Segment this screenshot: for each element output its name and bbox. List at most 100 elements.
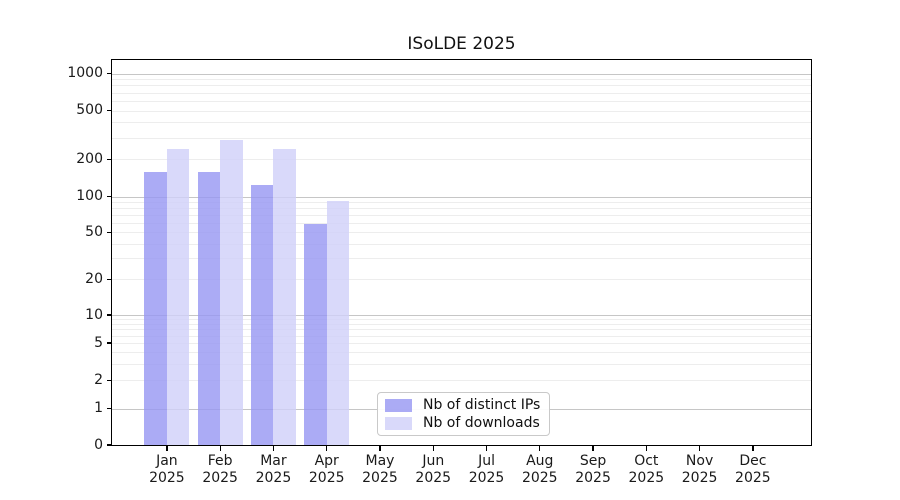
x-tick-month: Jan xyxy=(156,453,178,469)
x-tick-year: 2025 xyxy=(468,469,505,486)
y-tick-mark xyxy=(106,314,112,316)
x-tick-month: Dec xyxy=(739,453,767,469)
gridline-minor xyxy=(112,352,811,354)
x-tick-year: 2025 xyxy=(735,469,771,486)
gridline-minor xyxy=(112,110,811,112)
x-tick-month: Jun xyxy=(422,453,445,469)
x-tick-label: Feb 2025 xyxy=(190,453,250,486)
x-tick-month: Aug xyxy=(526,453,554,469)
gridline-minor xyxy=(112,214,811,216)
x-tick-year: 2025 xyxy=(681,469,718,486)
x-tick-mark xyxy=(645,446,647,451)
gridline-minor xyxy=(112,122,811,124)
y-tick-mark xyxy=(106,195,112,198)
gridline-minor xyxy=(112,335,811,337)
x-tick-label: Dec 2025 xyxy=(723,453,783,486)
gridline-minor xyxy=(112,137,811,139)
x-tick-label: Mar 2025 xyxy=(243,453,303,486)
legend-label-distinct-ips: Nb of distinct IPs xyxy=(423,397,541,413)
y-tick-label: 20 xyxy=(85,270,103,287)
x-tick-label: Apr 2025 xyxy=(297,453,357,486)
x-tick-year: 2025 xyxy=(255,469,292,486)
y-tick-mark xyxy=(106,342,112,344)
y-tick-label: 5 xyxy=(94,334,103,351)
legend-item-distinct-ips: Nb of distinct IPs xyxy=(385,396,540,414)
gridline-major xyxy=(112,196,811,198)
x-tick-mark xyxy=(698,446,701,451)
gridline-minor xyxy=(112,201,811,203)
gridline-minor xyxy=(112,380,811,382)
x-tick-mark xyxy=(166,446,168,451)
x-tick-month: Feb xyxy=(207,453,233,469)
y-tick-mark xyxy=(106,444,112,446)
y-tick-mark xyxy=(106,109,112,112)
legend-swatch-distinct-ips xyxy=(385,398,412,412)
gridline-minor xyxy=(112,159,811,161)
y-tick-mark xyxy=(106,278,112,280)
gridline-minor xyxy=(112,207,811,209)
legend-swatch-downloads xyxy=(385,416,412,430)
y-tick-label: 500 xyxy=(76,102,103,119)
x-tick-month: Apr xyxy=(314,453,339,469)
gridline-minor xyxy=(112,258,811,260)
x-tick-year: 2025 xyxy=(521,469,558,486)
legend-label-downloads: Nb of downloads xyxy=(423,415,540,431)
legend: Nb of distinct IPs Nb of downloads xyxy=(377,392,551,436)
y-tick-mark xyxy=(106,72,112,75)
x-tick-label: Aug 2025 xyxy=(510,453,570,486)
y-tick-mark xyxy=(106,379,112,381)
x-tick-mark xyxy=(752,446,754,451)
x-tick-mark xyxy=(272,446,275,451)
legend-item-downloads: Nb of downloads xyxy=(385,414,540,432)
bar-downloads xyxy=(220,139,243,445)
bar-distinct-ips xyxy=(250,184,274,445)
x-tick-label: Jul 2025 xyxy=(457,453,517,486)
y-tick-label: 200 xyxy=(76,150,103,167)
chart-title: ISoLDE 2025 xyxy=(407,34,516,54)
x-tick-label: May 2025 xyxy=(350,453,410,486)
gridline-minor xyxy=(112,343,811,345)
y-tick-label: 100 xyxy=(76,188,103,204)
gridline-minor xyxy=(112,100,811,102)
gridline-minor xyxy=(112,79,811,81)
y-tick-label: 50 xyxy=(85,223,103,240)
x-tick-label: Nov 2025 xyxy=(670,453,730,486)
y-tick-mark xyxy=(106,231,112,233)
y-tick-label: 1000 xyxy=(67,65,103,81)
x-tick-year: 2025 xyxy=(628,469,665,486)
x-tick-label: Sep 2025 xyxy=(563,453,623,486)
y-tick-label: 10 xyxy=(85,306,103,323)
x-tick-year: 2025 xyxy=(308,469,345,486)
bar-distinct-ips xyxy=(304,223,327,445)
y-tick-label: 1 xyxy=(94,400,103,416)
x-tick-month: Mar xyxy=(260,453,287,469)
gridline-major xyxy=(112,73,811,75)
x-tick-mark xyxy=(326,446,328,451)
x-tick-mark xyxy=(485,446,488,451)
x-tick-year: 2025 xyxy=(202,469,238,486)
x-tick-year: 2025 xyxy=(575,469,611,486)
gridline-minor xyxy=(112,319,811,321)
x-tick-label: Oct 2025 xyxy=(616,453,676,486)
gridline-minor xyxy=(112,329,811,331)
x-tick-mark xyxy=(432,446,434,451)
x-tick-month: Sep xyxy=(579,453,607,469)
x-tick-month: Nov xyxy=(685,453,714,469)
bar-downloads xyxy=(326,201,350,445)
x-tick-month: Oct xyxy=(634,453,659,469)
x-tick-year: 2025 xyxy=(149,469,185,486)
y-tick-mark xyxy=(106,158,112,161)
x-tick-label: Jan 2025 xyxy=(137,453,197,486)
y-tick-label: 2 xyxy=(94,371,103,388)
gridline-major xyxy=(112,315,811,316)
gridline-minor xyxy=(112,232,811,234)
bar-distinct-ips xyxy=(144,172,167,445)
y-tick-label: 0 xyxy=(94,436,103,453)
gridline-minor xyxy=(112,92,811,94)
x-tick-month: Jul xyxy=(478,453,495,469)
x-tick-mark xyxy=(379,446,381,451)
gridline-minor xyxy=(112,222,811,224)
x-tick-label: Jun 2025 xyxy=(403,453,463,486)
plot-area xyxy=(111,59,812,446)
